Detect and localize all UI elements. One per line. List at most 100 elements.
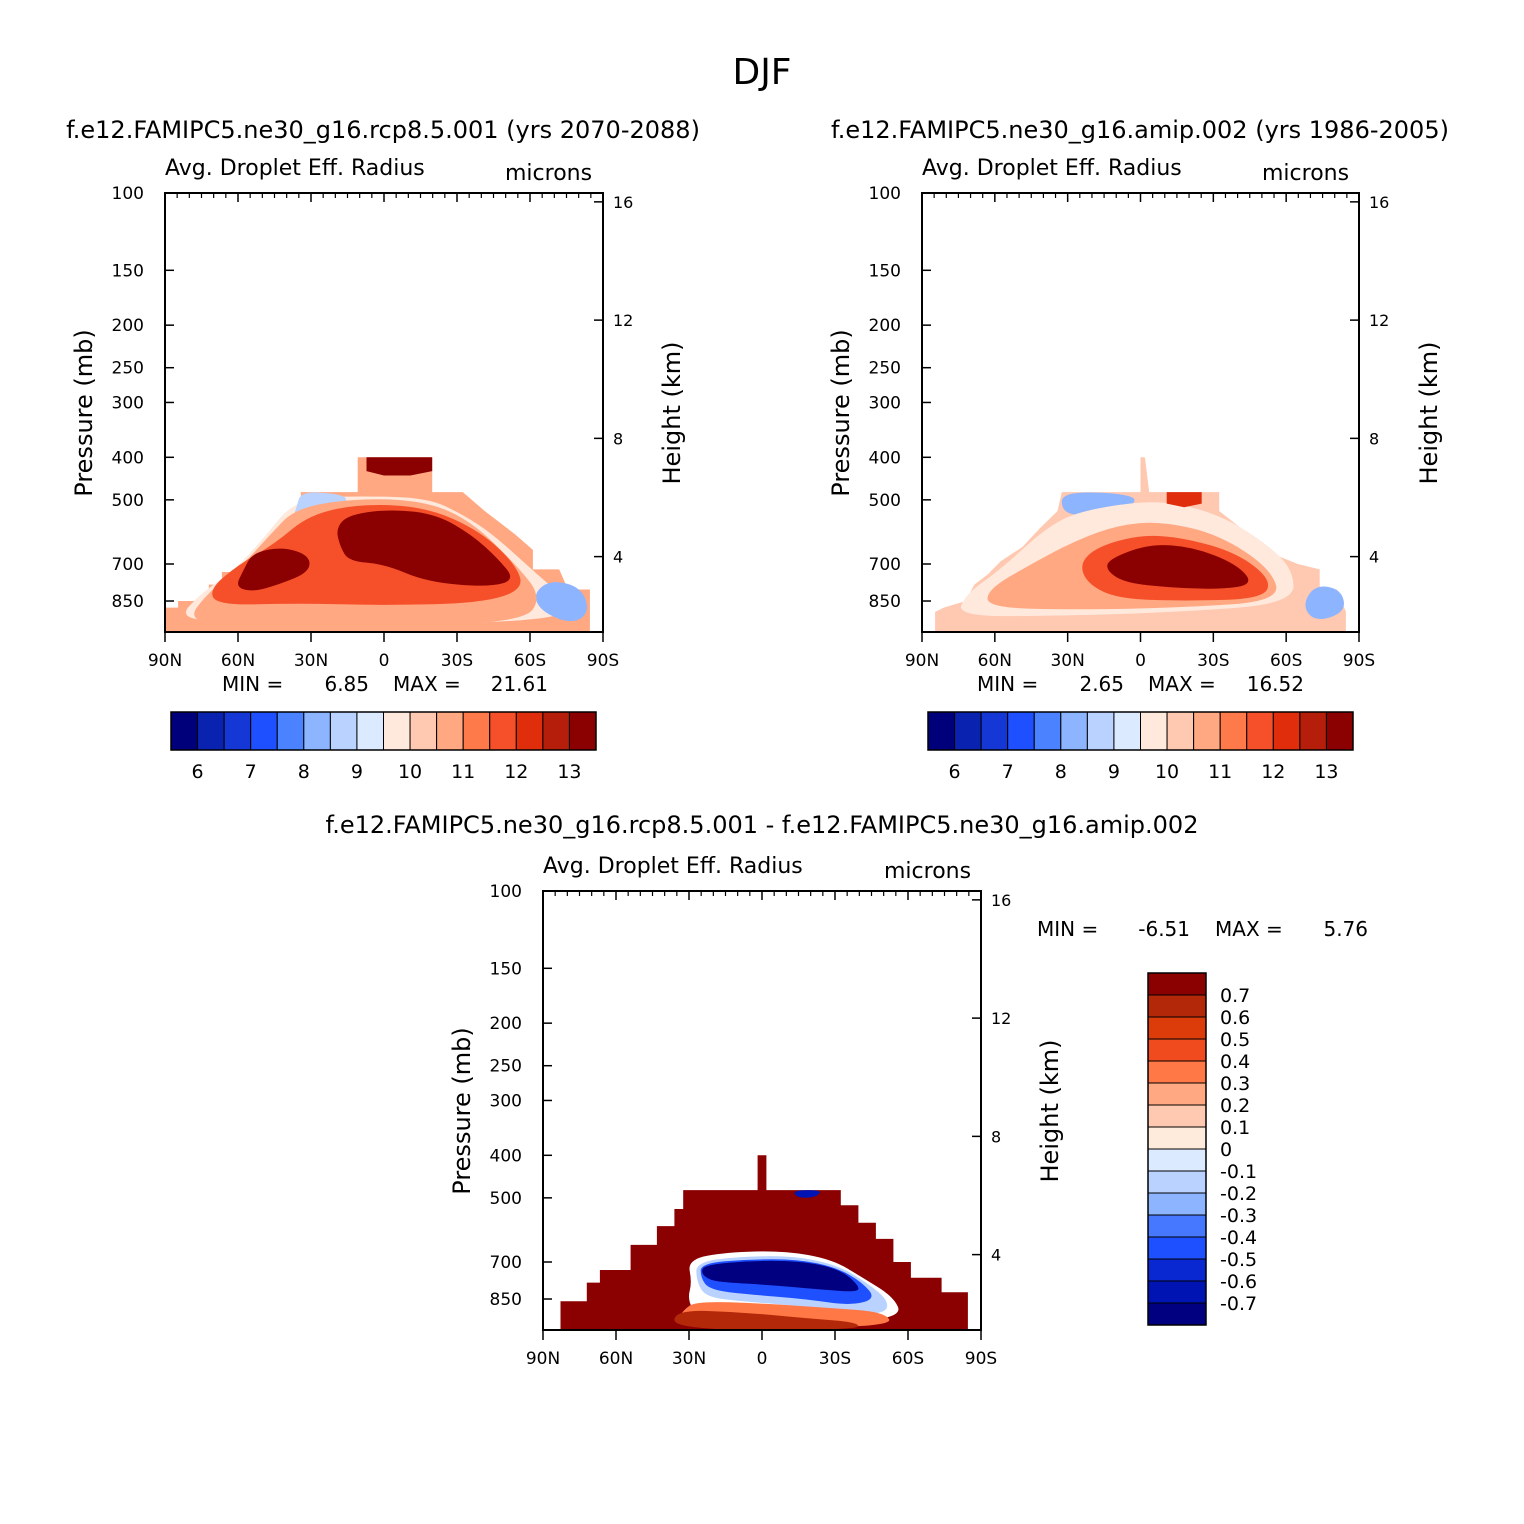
colorbar-label: 10 — [398, 761, 422, 783]
panel-1-min-value: 6.85 — [324, 672, 369, 696]
colorbar-label: 11 — [451, 761, 475, 783]
right-tick-label: 12 — [613, 311, 633, 330]
x-tick-label: 0 — [757, 1349, 768, 1369]
colorbar-label: -0.5 — [1220, 1249, 1257, 1271]
colorbar-swatch — [383, 711, 411, 751]
colorbar-label: 8 — [1055, 761, 1067, 783]
panel-3-min-label: MIN = — [1037, 917, 1098, 941]
right-tick-label: 4 — [613, 548, 623, 567]
colorbar-swatch — [927, 711, 956, 751]
cloud-core-right — [337, 510, 511, 586]
colorbar-swatch — [1147, 1170, 1207, 1194]
y-tick-label: 250 — [869, 359, 901, 379]
colorbar-label: 0.6 — [1220, 1007, 1250, 1029]
colorbar-swatch — [1147, 1302, 1207, 1326]
panel-1-y-axis-label: Pressure (mb) — [70, 329, 98, 496]
colorbar-swatch — [542, 711, 570, 751]
colorbar-swatch — [409, 711, 438, 751]
panel-1-right-axis-label: Height (km) — [658, 342, 686, 485]
colorbar-label: 8 — [298, 761, 310, 783]
cloud-blue-right — [1305, 586, 1344, 620]
x-tick-label: 0 — [379, 651, 390, 671]
colorbar-swatch — [489, 711, 517, 751]
colorbar-swatch — [1147, 1236, 1207, 1260]
y-tick-label: 100 — [112, 184, 144, 204]
colorbar-swatch — [1033, 711, 1062, 751]
colorbar-swatch — [1086, 711, 1115, 751]
colorbar-label: 0.5 — [1220, 1029, 1250, 1051]
panel-1-colorbar: 6 7 8 9 10 11 12 13 — [170, 711, 597, 783]
panel-3: f.e12.FAMIPC5.ne30_g16.rcp8.5.001 - f.e1… — [326, 811, 1368, 1369]
y-tick-label: 300 — [869, 393, 901, 413]
y-tick-label: 500 — [490, 1189, 522, 1209]
x-tick-label: 90S — [965, 1349, 997, 1369]
colorbar-swatch — [436, 711, 464, 751]
colorbar-frame — [170, 711, 597, 751]
y-tick-label: 300 — [112, 393, 144, 413]
colorbar-label: 10 — [1155, 761, 1179, 783]
right-tick-label: 4 — [991, 1246, 1001, 1265]
colorbar-swatch — [197, 711, 225, 751]
x-tick-label: 60S — [1270, 651, 1302, 671]
colorbar-label: 0.4 — [1220, 1051, 1250, 1073]
x-tick-label: 60N — [978, 651, 1012, 671]
panel-2-max-value: 16.52 — [1247, 672, 1304, 696]
x-tick-label: 60N — [599, 1349, 633, 1369]
right-tick-label: 12 — [991, 1009, 1011, 1028]
x-tick-label: 30N — [672, 1349, 706, 1369]
y-tick-label: 500 — [869, 491, 901, 511]
y-tick-label: 150 — [490, 959, 522, 979]
colorbar-swatch — [515, 711, 544, 751]
x-tick-label: 60N — [221, 651, 255, 671]
panel-2-units-label: microns — [1262, 161, 1349, 186]
panel-3-right-axis-label: Height (km) — [1036, 1040, 1064, 1183]
x-tick-label: 0 — [1135, 651, 1146, 671]
x-tick-label: 60S — [892, 1349, 924, 1369]
colorbar-swatch — [329, 711, 358, 751]
colorbar-swatch — [1272, 711, 1301, 751]
x-tick-label: 90S — [1343, 651, 1375, 671]
panel-3-min-value: -6.51 — [1138, 917, 1190, 941]
colorbar-swatch — [356, 711, 384, 751]
colorbar-label: -0.3 — [1220, 1205, 1257, 1227]
contour-field — [560, 1155, 968, 1330]
panel-1-field-label: Avg. Droplet Eff. Radius — [165, 156, 425, 181]
x-tick-label: 30S — [819, 1349, 851, 1369]
colorbar-label: 13 — [1314, 761, 1338, 783]
colorbar-swatch — [1193, 711, 1221, 751]
colorbar-label: 11 — [1208, 761, 1232, 783]
panel-2: f.e12.FAMIPC5.ne30_g16.amip.002 (yrs 198… — [827, 116, 1449, 783]
colorbar-label: -0.1 — [1220, 1161, 1257, 1183]
contour-field — [935, 457, 1346, 632]
y-tick-label: 250 — [112, 359, 144, 379]
panel-2-right-axis-label: Height (km) — [1415, 342, 1443, 485]
colorbar-label: 0.3 — [1220, 1073, 1250, 1095]
panel-3-max-value: 5.76 — [1323, 917, 1368, 941]
cloud-core — [1107, 545, 1249, 589]
panel-3-max-label: MAX = — [1215, 917, 1283, 941]
panel-1-max-value: 21.61 — [491, 672, 548, 696]
colorbar-swatch — [1147, 1126, 1207, 1150]
cloud-blue-right — [535, 582, 587, 622]
colorbar-swatch — [276, 711, 305, 751]
y-tick-label: 200 — [112, 316, 144, 336]
contour-field — [165, 457, 590, 632]
panel-3-colorbar: 0.70.60.50.40.30.20.10-0.1-0.2-0.3-0.4-0… — [1147, 972, 1257, 1326]
right-tick-label: 8 — [1369, 429, 1379, 448]
x-tick-label: 30S — [1197, 651, 1229, 671]
colorbar-swatch — [1147, 994, 1207, 1018]
colorbar-swatch — [250, 711, 278, 751]
y-tick-label: 700 — [869, 555, 901, 575]
colorbar-swatch — [1299, 711, 1327, 751]
colorbar-swatch — [1007, 711, 1035, 751]
panel-2-min-value: 2.65 — [1079, 672, 1124, 696]
colorbar-swatch — [170, 711, 199, 751]
x-tick-label: 90N — [148, 651, 182, 671]
panel-2-plot-area: 100 150 200 250 300 400 500 700 850 16 12 8 4 90N 60N 3… — [869, 184, 1390, 671]
x-tick-label: 90N — [905, 651, 939, 671]
colorbar-swatch — [1147, 1060, 1207, 1084]
panel-2-field-label: Avg. Droplet Eff. Radius — [922, 156, 1182, 181]
y-tick-label: 150 — [112, 261, 144, 281]
panel-2-y-axis-label: Pressure (mb) — [827, 329, 855, 496]
colorbar-swatch — [303, 711, 331, 751]
